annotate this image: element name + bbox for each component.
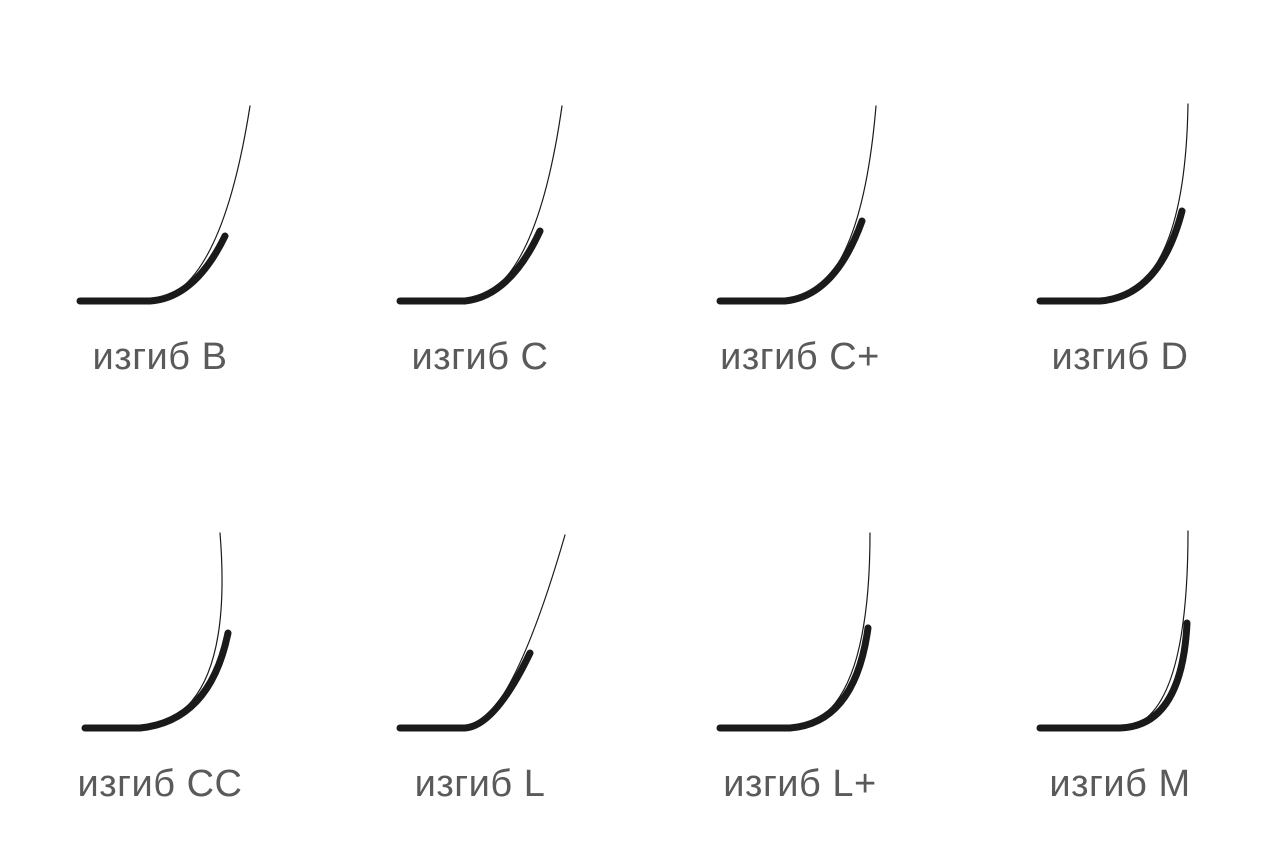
curl-c-label: изгиб C — [411, 336, 548, 427]
curl-cc-label: изгиб CC — [78, 763, 243, 854]
curl-d-label: изгиб D — [1051, 336, 1188, 427]
curl-cc-curve — [0, 427, 320, 763]
curl-grid: изгиб B изгиб C изгиб C+ изгиб D изгиб CC изг… — [0, 0, 1280, 854]
curl-c-cell: изгиб C — [320, 0, 640, 427]
curl-c-plus-cell: изгиб C+ — [640, 0, 960, 427]
curl-l-label: изгиб L — [415, 763, 546, 854]
curl-d-cell: изгиб D — [960, 0, 1280, 427]
curl-b-label: изгиб B — [93, 336, 228, 427]
curl-l-plus-curve — [640, 427, 960, 763]
curl-m-cell: изгиб M — [960, 427, 1280, 854]
curl-cc-cell: изгиб CC — [0, 427, 320, 854]
curl-m-label: изгиб M — [1049, 763, 1190, 854]
curl-c-plus-label: изгиб C+ — [720, 336, 880, 427]
curl-l-curve — [320, 427, 640, 763]
curl-l-plus-label: изгиб L+ — [723, 763, 876, 854]
curl-b-curve — [0, 0, 320, 336]
curl-m-curve — [960, 427, 1280, 763]
curl-c-curve — [320, 0, 640, 336]
curl-c-plus-curve — [640, 0, 960, 336]
curl-d-curve — [960, 0, 1280, 336]
curl-b-cell: изгиб B — [0, 0, 320, 427]
curl-l-plus-cell: изгиб L+ — [640, 427, 960, 854]
curl-l-cell: изгиб L — [320, 427, 640, 854]
